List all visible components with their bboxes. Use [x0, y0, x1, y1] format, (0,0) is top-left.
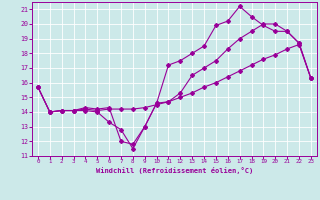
- X-axis label: Windchill (Refroidissement éolien,°C): Windchill (Refroidissement éolien,°C): [96, 167, 253, 174]
